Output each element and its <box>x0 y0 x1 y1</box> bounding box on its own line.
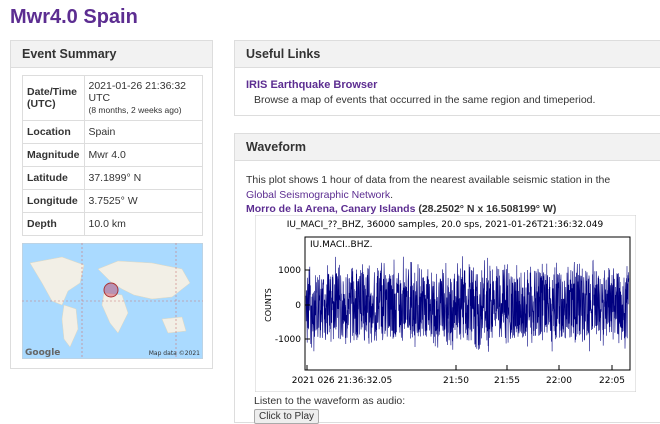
y-tick-label: 1000 <box>278 266 301 276</box>
value-text: 2021-01-26 21:36:32 UTC <box>88 80 187 104</box>
intro-text: This plot shows 1 hour of data from the … <box>246 174 611 186</box>
row-value: 10.0 km <box>83 212 203 236</box>
y-tick-label: -1000 <box>275 335 301 345</box>
row-value: 3.7525° W <box>83 189 203 213</box>
map-logo: Google <box>25 348 60 358</box>
row-value: 37.1899° N <box>83 166 203 190</box>
panel-heading: Event Summary <box>11 41 212 68</box>
summary-row: Date/Time (UTC) 2021-01-26 21:36:32 UTC (8… <box>22 75 203 121</box>
value-text: 10.0 km <box>88 218 126 230</box>
plot-title: IU_MACI_??_BHZ, 36000 samples, 20.0 sps,… <box>287 220 604 230</box>
iris-link[interactable]: IRIS Earthquake Browser <box>246 79 378 91</box>
x-tick-label: 2021 026 21:36:32.05 <box>292 376 393 386</box>
waveform-trace <box>305 256 630 352</box>
x-tick-label: 22:05 <box>599 376 625 386</box>
station: Morro de la Arena, Canary Islands (28.25… <box>246 203 556 215</box>
row-label: Location <box>22 120 85 144</box>
trace-label: IU.MACI..BHZ. <box>310 240 373 250</box>
label-bg <box>308 239 380 251</box>
station-coords: (28.2502° N x 16.508199° W) <box>418 203 557 215</box>
y-label: COUNTS <box>264 288 273 322</box>
gsn-link[interactable]: Global Seismographic Network <box>246 189 391 201</box>
summary-row: Latitude 37.1899° N <box>22 166 203 190</box>
audio-text: Listen to the waveform as audio: <box>254 395 406 407</box>
links-panel: Useful Links IRIS Earthquake Browser Bro… <box>234 40 660 116</box>
row-value: Mwr 4.0 <box>83 143 203 167</box>
y-tick-label: 0 <box>295 301 301 311</box>
row-value: 2021-01-26 21:36:32 UTC (8 months, 2 week… <box>83 75 203 121</box>
row-label: Depth <box>22 212 85 236</box>
waveform-intro: This plot shows 1 hour of data from the … <box>246 173 626 203</box>
row-label: Longitude <box>22 189 85 213</box>
summary-row: Magnitude Mwr 4.0 <box>22 143 203 167</box>
row-label: Magnitude <box>22 143 85 167</box>
row-value: Spain <box>83 120 203 144</box>
map-credit: Map data ©2021 <box>149 350 200 357</box>
page: Mwr4.0 Spain Event Summary Date/Time (UT… <box>10 6 660 424</box>
map: Google Map data ©2021 <box>22 243 203 359</box>
value-text: Spain <box>88 126 116 138</box>
value-note: (8 months, 2 weeks ago) <box>88 105 182 115</box>
plot-frame <box>304 236 631 371</box>
value-text: 3.7525° W <box>88 195 138 207</box>
waveform-plot: IU_MACI_??_BHZ, 36000 samples, 20.0 sps,… <box>255 215 636 392</box>
summary-row: Depth 10.0 km <box>22 212 203 236</box>
x-tick-label: 22:00 <box>546 376 572 386</box>
panel-heading: Waveform <box>235 134 660 161</box>
link-description: Browse a map of events that occurred in … <box>254 94 596 106</box>
value-text: 37.1899° N <box>88 172 142 184</box>
value-text: Mwr 4.0 <box>88 149 126 161</box>
row-label: Latitude <box>22 166 85 190</box>
panel-heading: Useful Links <box>235 41 660 68</box>
summary-row: Location Spain <box>22 120 203 144</box>
page-title: Mwr4.0 Spain <box>10 6 138 28</box>
intro-end: . <box>390 189 394 201</box>
x-tick-label: 21:55 <box>494 376 520 386</box>
summary-table: Date/Time (UTC) 2021-01-26 21:36:32 UTC (8… <box>22 75 203 236</box>
station-name: Morro de la Arena, Canary Islands <box>246 203 416 215</box>
summary-row: Longitude 3.7525° W <box>22 189 203 213</box>
row-label: Date/Time (UTC) <box>22 75 85 121</box>
x-tick-label: 21:50 <box>443 376 469 386</box>
play-button[interactable]: Click to Play <box>254 409 320 424</box>
